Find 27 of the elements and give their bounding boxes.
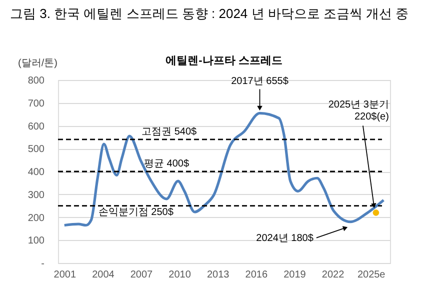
chart-title: 그림 3. 한국 에틸렌 스프레드 동향 : 2024 년 바닥으로 조금씩 개선 중 [10, 6, 409, 21]
x-tick-label: 2022 [322, 270, 345, 280]
x-tick-label: 2004 [92, 270, 115, 280]
y-tick-label: 700 [28, 98, 45, 110]
y-tick-label: 800 [28, 76, 45, 86]
x-tick-label: 2016 [245, 270, 268, 280]
ref-line-label: 고점권 540$ [142, 126, 198, 138]
x-tick-label: 2001 [54, 270, 76, 280]
chart-subtitle: 에틸렌-나프타 스프레드 [166, 55, 282, 67]
y-tick-label: 200 [28, 212, 45, 224]
annotation: 2025년 3분기 220$(e) [328, 100, 389, 123]
x-tick-label: 2025e [357, 270, 386, 280]
y-tick-label: 400 [28, 167, 45, 178]
x-tick-label: 2007 [130, 270, 154, 280]
y-tick-label: - [41, 258, 44, 270]
x-tick-label: 2019 [284, 270, 306, 280]
ref-line-label: 평균 400$ [144, 158, 190, 170]
y-axis-title: (달러/톤) [18, 58, 58, 69]
annotation: 2024년 180$ [256, 232, 314, 244]
x-tick-label: 2013 [206, 270, 230, 280]
x-tick-label: 2010 [168, 270, 192, 280]
annotation: 2017년 655$ [231, 76, 289, 88]
ref-line-label: 손익분기점 250$ [98, 206, 174, 218]
y-tick-label: 300 [28, 190, 45, 201]
y-tick-label: 500 [28, 144, 45, 156]
y-tick-label: 600 [28, 121, 45, 132]
y-tick-label: 100 [28, 236, 45, 247]
